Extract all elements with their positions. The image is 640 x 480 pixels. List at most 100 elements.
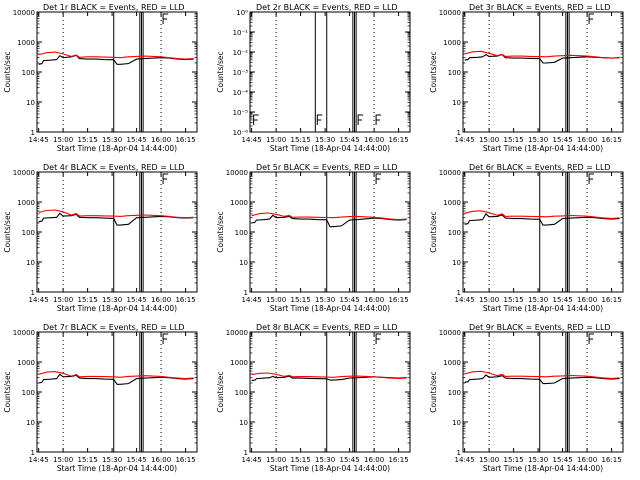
y-tick-label: 100 (448, 389, 461, 397)
chart-title: Det 1r BLACK = Events, RED = LLD (43, 3, 185, 12)
y-axis-label: Counts/sec (3, 51, 12, 92)
x-tick-label: 15:00 (53, 296, 73, 304)
x-tick-label: 16:00 (151, 456, 171, 464)
x-tick-label: 16:00 (364, 296, 384, 304)
y-axis-label: Counts/sec (3, 211, 12, 252)
x-axis-label: Start Time (18-Apr-04 14:44:00) (483, 464, 603, 473)
x-tick-label: 15:30 (315, 136, 335, 144)
x-tick-label: 16:15 (601, 456, 621, 464)
gap-marker (588, 173, 595, 184)
chart-panel: Det 3r BLACK = Events, RED = LLD 1 10 100 10… (429, 3, 624, 153)
y-tick-label: 10 (239, 419, 248, 427)
x-tick-label: 16:00 (364, 136, 384, 144)
gap-marker (588, 333, 595, 344)
y-tick-label: 1 (31, 129, 35, 137)
x-tick-label: 14:45 (242, 136, 262, 144)
gap-marker (162, 13, 169, 24)
chart-title: Det 5r BLACK = Events, RED = LLD (256, 163, 398, 172)
y-tick-label: 10⁻² (233, 49, 249, 57)
x-tick-label: 16:15 (388, 136, 408, 144)
x-tick-label: 15:00 (53, 136, 73, 144)
series-line-lld (251, 372, 407, 379)
x-tick-label: 15:30 (102, 296, 122, 304)
series-line-lld (464, 50, 620, 59)
x-tick-label: 15:45 (552, 296, 572, 304)
y-tick-label: 10⁻⁶ (233, 129, 249, 137)
x-tick-label: 15:30 (102, 136, 122, 144)
x-tick-label: 15:00 (479, 456, 499, 464)
series-line-events (464, 213, 620, 226)
x-tick-label: 15:45 (339, 456, 359, 464)
x-axis-label: Start Time (18-Apr-04 14:44:00) (270, 304, 390, 313)
chart-panel: Det 5r BLACK = Events, RED = LLD 1 10 100 10… (216, 163, 411, 313)
x-tick-label: 15:45 (339, 296, 359, 304)
series-line-events (464, 374, 620, 385)
gap-marker (357, 114, 364, 125)
y-tick-label: 10 (452, 419, 461, 427)
y-axis-label: Counts/sec (216, 371, 225, 412)
chart-title: Det 8r BLACK = Events, RED = LLD (256, 323, 398, 332)
x-tick-label: 14:45 (455, 456, 475, 464)
y-tick-label: 100 (235, 389, 248, 397)
series-line-lld (38, 51, 194, 60)
y-tick-label: 10⁻⁴ (233, 89, 249, 97)
x-tick-label: 16:00 (151, 136, 171, 144)
y-tick-label: 10⁰ (236, 9, 248, 17)
x-tick-label: 15:45 (552, 456, 572, 464)
y-tick-label: 1 (244, 289, 248, 297)
y-tick-label: 100 (22, 69, 35, 77)
plot-frame (36, 171, 198, 293)
y-tick-label: 10 (26, 419, 35, 427)
x-tick-label: 16:00 (577, 296, 597, 304)
x-tick-label: 14:45 (242, 296, 262, 304)
plot-frame (249, 11, 411, 133)
y-tick-label: 1000 (443, 199, 461, 207)
x-tick-label: 15:15 (78, 456, 98, 464)
x-tick-label: 15:15 (78, 136, 98, 144)
gap-marker (375, 173, 382, 184)
y-tick-label: 10000 (439, 9, 461, 17)
series-line-lld (464, 210, 620, 219)
x-tick-label: 14:45 (242, 456, 262, 464)
series-line-events (38, 212, 194, 226)
chart-title: Det 2r BLACK = Events, RED = LLD (256, 3, 398, 12)
x-axis-label: Start Time (18-Apr-04 14:44:00) (483, 144, 603, 153)
plot-frame (462, 11, 624, 133)
y-tick-label: 10 (452, 99, 461, 107)
x-tick-label: 15:30 (315, 456, 335, 464)
x-tick-label: 16:15 (175, 296, 195, 304)
x-tick-label: 15:45 (126, 136, 146, 144)
x-tick-label: 15:00 (53, 456, 73, 464)
x-tick-label: 16:15 (388, 456, 408, 464)
y-tick-label: 100 (448, 69, 461, 77)
y-tick-label: 100 (448, 229, 461, 237)
x-tick-label: 16:15 (601, 296, 621, 304)
x-tick-label: 15:15 (504, 456, 524, 464)
y-tick-label: 1000 (17, 359, 35, 367)
y-tick-label: 10000 (226, 169, 248, 177)
x-tick-label: 15:00 (479, 136, 499, 144)
y-tick-label: 10 (26, 99, 35, 107)
y-tick-label: 1000 (230, 359, 248, 367)
x-tick-label: 15:00 (266, 296, 286, 304)
y-tick-label: 100 (22, 389, 35, 397)
y-tick-label: 1000 (230, 199, 248, 207)
x-tick-label: 14:45 (29, 136, 49, 144)
chart-title: Det 9r BLACK = Events, RED = LLD (469, 323, 611, 332)
y-tick-label: 1 (457, 449, 461, 457)
chart-panel: Det 1r BLACK = Events, RED = LLD 1 10 100 10… (3, 3, 198, 153)
x-tick-label: 14:45 (29, 456, 49, 464)
y-tick-label: 1 (457, 289, 461, 297)
x-tick-label: 14:45 (455, 296, 475, 304)
y-tick-label: 10000 (439, 169, 461, 177)
x-tick-label: 15:30 (315, 296, 335, 304)
y-tick-label: 10000 (439, 329, 461, 337)
x-tick-label: 16:15 (601, 136, 621, 144)
y-tick-label: 10000 (13, 329, 35, 337)
x-tick-label: 15:15 (291, 296, 311, 304)
chart-panel: Det 8r BLACK = Events, RED = LLD 1 10 100 10… (216, 323, 411, 473)
y-tick-label: 1 (31, 289, 35, 297)
y-tick-label: 1 (244, 449, 248, 457)
y-tick-label: 1000 (443, 359, 461, 367)
y-axis-label: Counts/sec (216, 51, 225, 92)
